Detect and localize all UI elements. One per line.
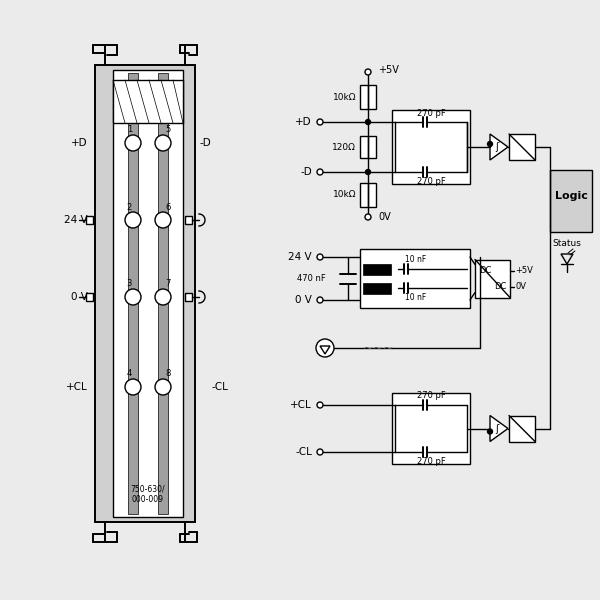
Text: ~~~: ~~~ bbox=[363, 341, 395, 355]
Text: 270 pF: 270 pF bbox=[416, 457, 445, 466]
Circle shape bbox=[317, 169, 323, 175]
Circle shape bbox=[155, 212, 171, 228]
Circle shape bbox=[155, 289, 171, 305]
Text: Status: Status bbox=[553, 238, 581, 247]
Bar bbox=[475, 259, 510, 298]
Bar bbox=[86, 216, 93, 224]
Text: 0 V: 0 V bbox=[295, 295, 312, 305]
Circle shape bbox=[317, 254, 323, 260]
Text: 2: 2 bbox=[127, 202, 132, 211]
Circle shape bbox=[365, 119, 371, 124]
Text: 0 V: 0 V bbox=[71, 292, 88, 302]
Bar bbox=[158, 73, 168, 514]
Circle shape bbox=[125, 379, 141, 395]
Bar bbox=[185, 293, 192, 301]
Text: +5V: +5V bbox=[378, 65, 399, 75]
Bar bbox=[113, 70, 183, 517]
Text: +CL: +CL bbox=[290, 400, 312, 410]
Text: 10 nF: 10 nF bbox=[406, 256, 427, 265]
Text: DC: DC bbox=[494, 282, 506, 291]
Circle shape bbox=[365, 69, 371, 75]
Text: Logic: Logic bbox=[554, 191, 587, 201]
Text: 270 pF: 270 pF bbox=[416, 391, 445, 401]
Text: 3: 3 bbox=[127, 280, 132, 289]
Circle shape bbox=[317, 119, 323, 125]
Text: 10 nF: 10 nF bbox=[406, 292, 427, 301]
Bar bbox=[86, 293, 93, 301]
Text: +D: +D bbox=[71, 138, 88, 148]
Text: 0V: 0V bbox=[515, 282, 526, 291]
Text: 750-630/
000-009: 750-630/ 000-009 bbox=[131, 484, 166, 504]
Text: 270 pF: 270 pF bbox=[416, 176, 445, 185]
Text: -D: -D bbox=[200, 138, 212, 148]
Circle shape bbox=[316, 339, 334, 357]
Text: -CL: -CL bbox=[295, 447, 312, 457]
Text: -CL: -CL bbox=[212, 382, 229, 392]
Circle shape bbox=[125, 135, 141, 151]
Bar bbox=[360, 249, 470, 308]
Circle shape bbox=[365, 214, 371, 220]
Text: 8: 8 bbox=[165, 370, 170, 379]
Text: 270 pF: 270 pF bbox=[416, 109, 445, 118]
Text: 6: 6 bbox=[165, 202, 170, 211]
Bar bbox=[95, 65, 195, 522]
Text: 1: 1 bbox=[127, 125, 132, 134]
Text: 24 V: 24 V bbox=[64, 215, 88, 225]
Text: +CL: +CL bbox=[66, 382, 88, 392]
Circle shape bbox=[365, 169, 371, 175]
Text: 120Ω: 120Ω bbox=[332, 142, 356, 151]
Bar bbox=[392, 110, 470, 184]
Bar bbox=[509, 134, 535, 160]
Bar bbox=[509, 415, 535, 442]
Bar bbox=[185, 216, 192, 224]
Text: 24 V: 24 V bbox=[289, 252, 312, 262]
Text: DC: DC bbox=[479, 266, 491, 275]
Text: 0V: 0V bbox=[378, 212, 391, 222]
Bar bbox=[113, 80, 183, 123]
Text: +5V: +5V bbox=[515, 266, 533, 275]
Polygon shape bbox=[490, 415, 508, 442]
Circle shape bbox=[125, 212, 141, 228]
Circle shape bbox=[487, 142, 493, 146]
Text: 5: 5 bbox=[165, 125, 170, 134]
Circle shape bbox=[487, 429, 493, 434]
Bar bbox=[360, 136, 376, 158]
Text: ʃ: ʃ bbox=[496, 142, 499, 152]
Bar bbox=[360, 182, 376, 206]
Bar bbox=[128, 73, 138, 514]
Circle shape bbox=[125, 289, 141, 305]
Text: 10kΩ: 10kΩ bbox=[332, 92, 356, 101]
Bar bbox=[363, 263, 391, 275]
Polygon shape bbox=[490, 134, 508, 160]
Circle shape bbox=[317, 402, 323, 408]
Circle shape bbox=[317, 449, 323, 455]
Circle shape bbox=[317, 297, 323, 303]
Bar bbox=[550, 170, 592, 232]
Bar bbox=[363, 283, 391, 293]
Text: +D: +D bbox=[295, 117, 312, 127]
Text: 7: 7 bbox=[165, 280, 170, 289]
Bar bbox=[392, 393, 470, 464]
Text: ʃ: ʃ bbox=[496, 424, 499, 433]
Circle shape bbox=[155, 379, 171, 395]
Text: -D: -D bbox=[300, 167, 312, 177]
Bar bbox=[360, 85, 376, 109]
Text: 470 nF: 470 nF bbox=[297, 274, 326, 283]
Circle shape bbox=[155, 135, 171, 151]
Text: 10kΩ: 10kΩ bbox=[332, 190, 356, 199]
Text: 4: 4 bbox=[127, 370, 132, 379]
